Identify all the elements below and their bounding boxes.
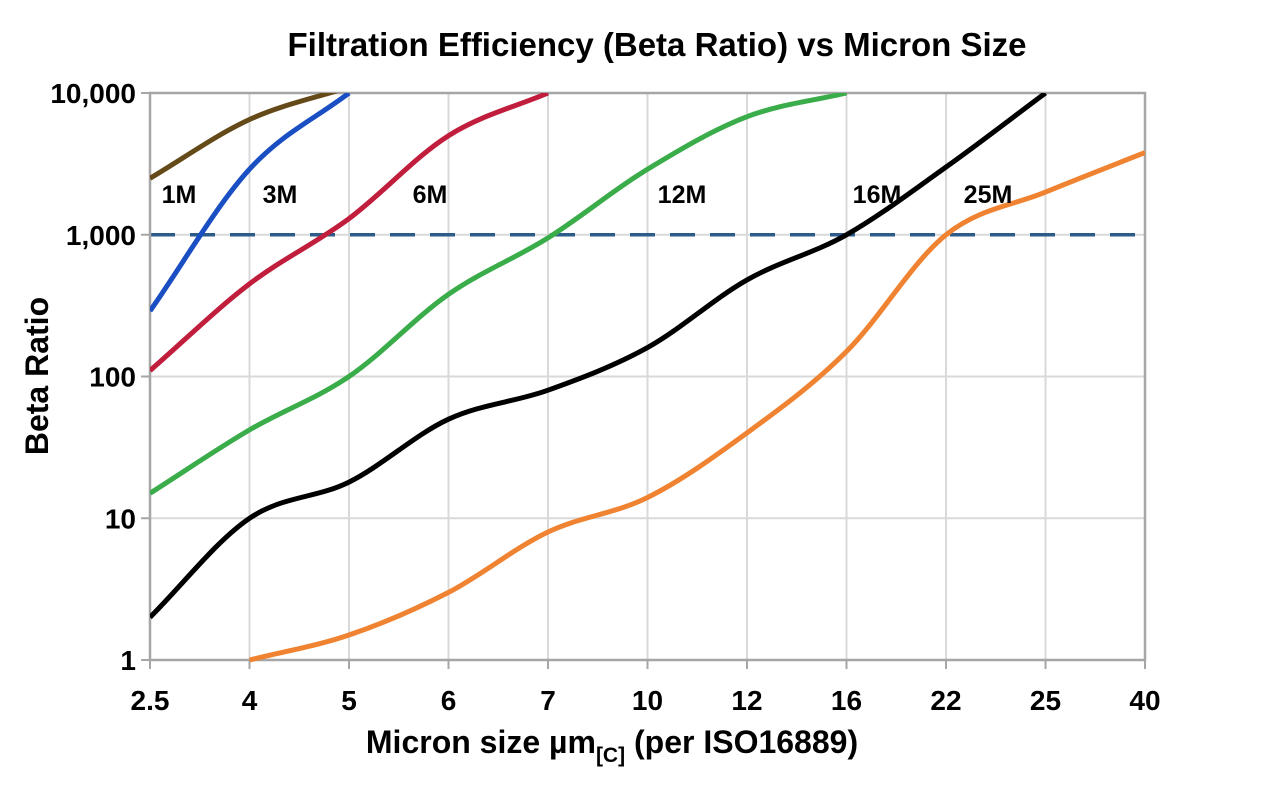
y-tick-label: 10,000	[50, 78, 136, 109]
curve-label-1M: 1M	[162, 181, 197, 209]
x-tick-label: 16	[831, 685, 862, 716]
x-tick-label: 22	[930, 685, 961, 716]
x-axis-title: Micron size µm[C] (per ISO16889)	[366, 724, 858, 767]
x-tick-label: 12	[731, 685, 762, 716]
gridlines-layer	[149, 92, 1146, 661]
x-axis-title-suffix: (per ISO16889)	[625, 724, 858, 760]
curve-label-3M: 3M	[263, 181, 298, 209]
curve-label-25M: 25M	[964, 181, 1013, 209]
curve-label-16M: 16M	[853, 181, 902, 209]
curve-6M	[150, 93, 549, 373]
curve-label-6M: 6M	[413, 181, 448, 209]
y-tick-label: 100	[89, 362, 136, 393]
x-tick-label: 10	[632, 685, 663, 716]
x-tick-label: 40	[1129, 685, 1160, 716]
chart-title: Filtration Efficiency (Beta Ratio) vs Mi…	[288, 26, 1027, 63]
y-tick-label: 1,000	[66, 220, 136, 251]
curve-25M	[248, 150, 1145, 663]
x-tick-label: 2.5	[131, 685, 170, 716]
x-tick-label: 4	[242, 685, 258, 716]
y-tick-label: 1	[120, 645, 136, 676]
curve-labels-layer: 1M 3M 6M 12M 16M 25M	[162, 181, 1013, 209]
x-axis-title-subscript: [C]	[596, 744, 625, 767]
curves-layer	[150, 93, 1145, 663]
y-tick-label: 10	[105, 503, 136, 534]
x-tick-label: 6	[441, 685, 457, 716]
curve-1M	[150, 93, 339, 181]
x-tick-label: 7	[540, 685, 556, 716]
curve-3M	[150, 93, 351, 313]
x-tick-label: 25	[1030, 685, 1061, 716]
curve-12M	[150, 93, 848, 496]
plot-frame-layer	[141, 91, 1147, 669]
y-axis-title: Beta Ratio	[19, 297, 55, 455]
tick-labels-layer: 2.5 4 5 6 7 10 12 16 22 25 40 1 10 100 1,000 10,000	[50, 78, 1160, 716]
curve-16M	[150, 93, 1047, 620]
curve-label-12M: 12M	[658, 181, 707, 209]
x-axis-title-main: Micron size µm	[366, 724, 596, 760]
x-tick-label: 5	[341, 685, 357, 716]
